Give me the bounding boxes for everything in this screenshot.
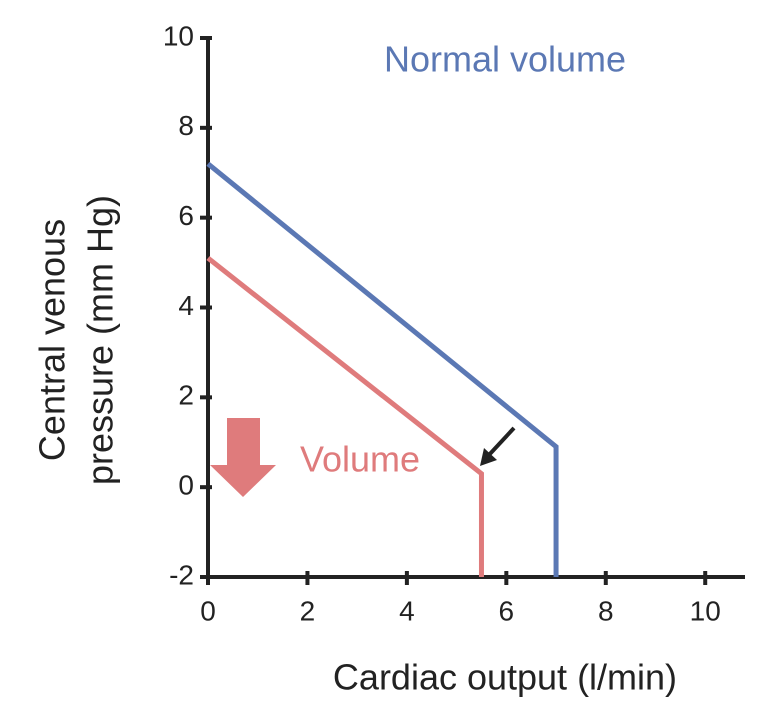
series-label: Volume xyxy=(300,439,420,480)
y-tick-label: 2 xyxy=(178,380,194,411)
y-tick-label: 10 xyxy=(163,20,194,51)
series-line xyxy=(206,256,484,577)
x-tick-label: 0 xyxy=(200,595,216,626)
x-tick-label: 6 xyxy=(499,595,515,626)
x-tick-label: 10 xyxy=(690,595,721,626)
x-tick-label: 2 xyxy=(300,595,316,626)
down-arrow xyxy=(210,418,276,497)
y-axis-title: Central venous xyxy=(32,219,73,461)
x-axis-title: Cardiac output (l/min) xyxy=(333,657,677,698)
pointer-arrow-head xyxy=(480,448,497,466)
y-tick-label: 6 xyxy=(178,200,194,231)
series-line xyxy=(206,161,559,577)
y-tick-label: 4 xyxy=(178,290,194,321)
y-tick-label: 8 xyxy=(178,110,194,141)
pointer-arrow xyxy=(486,426,516,458)
x-tick-label: 8 xyxy=(598,595,614,626)
y-tick-label: -2 xyxy=(169,559,194,590)
x-tick-label: 4 xyxy=(399,595,415,626)
y-axis-title: pressure (mm Hg) xyxy=(80,195,121,485)
series-label: Normal volume xyxy=(384,39,626,80)
y-tick-label: 0 xyxy=(178,470,194,501)
